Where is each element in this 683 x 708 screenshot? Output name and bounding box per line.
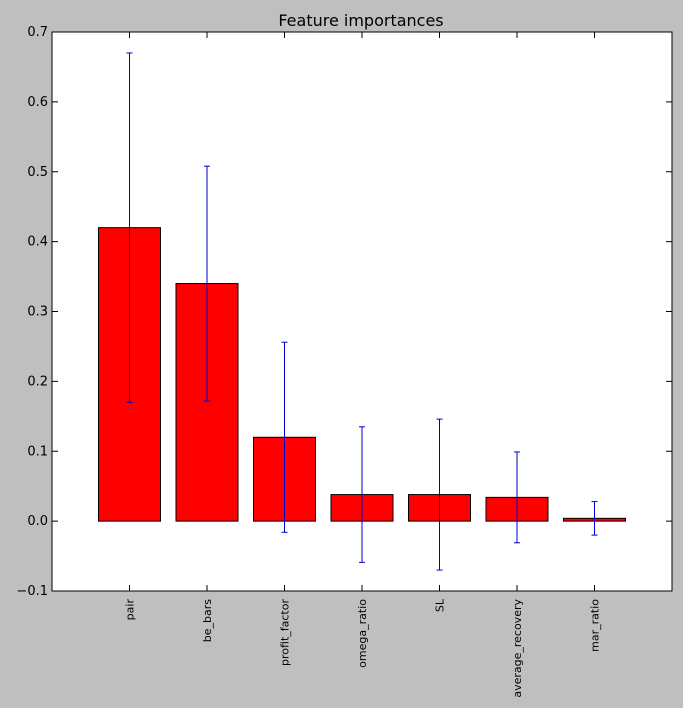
x-tick-label-be_bars: be_bars: [201, 599, 214, 642]
x-tick-label-pair: pair: [124, 599, 137, 621]
y-tick-label: 0.3: [27, 305, 48, 320]
x-axis: pair be_bars profit_factor omega_ratio SL ave…: [124, 32, 602, 698]
x-tick-label-mar_ratio: mar_ratio: [589, 599, 602, 652]
x-tick-label-average_recovery: average_recovery: [511, 599, 524, 698]
y-tick-label: 0.7: [27, 25, 48, 40]
chart-title: Feature importances: [278, 11, 443, 30]
y-tick-label: 0.2: [27, 374, 48, 389]
y-tick-label: 0.0: [27, 514, 48, 529]
x-tick-label-profit_factor: profit_factor: [279, 599, 292, 666]
y-tick-label: 0.6: [27, 95, 48, 110]
x-tick-label-SL: SL: [434, 598, 447, 612]
plot-frame: [51, 31, 673, 592]
y-tick-label: 0.1: [27, 444, 48, 459]
x-tick-label-omega_ratio: omega_ratio: [356, 599, 369, 668]
y-axis: 0.7 0.6 0.5 0.4 0.3 0.2 0.1 0.0 −0.1: [16, 25, 672, 599]
y-tick-label: −0.1: [16, 584, 48, 599]
y-tick-label: 0.4: [27, 235, 48, 250]
error-bars-group: [126, 52, 598, 571]
y-tick-label: 0.5: [27, 165, 48, 180]
